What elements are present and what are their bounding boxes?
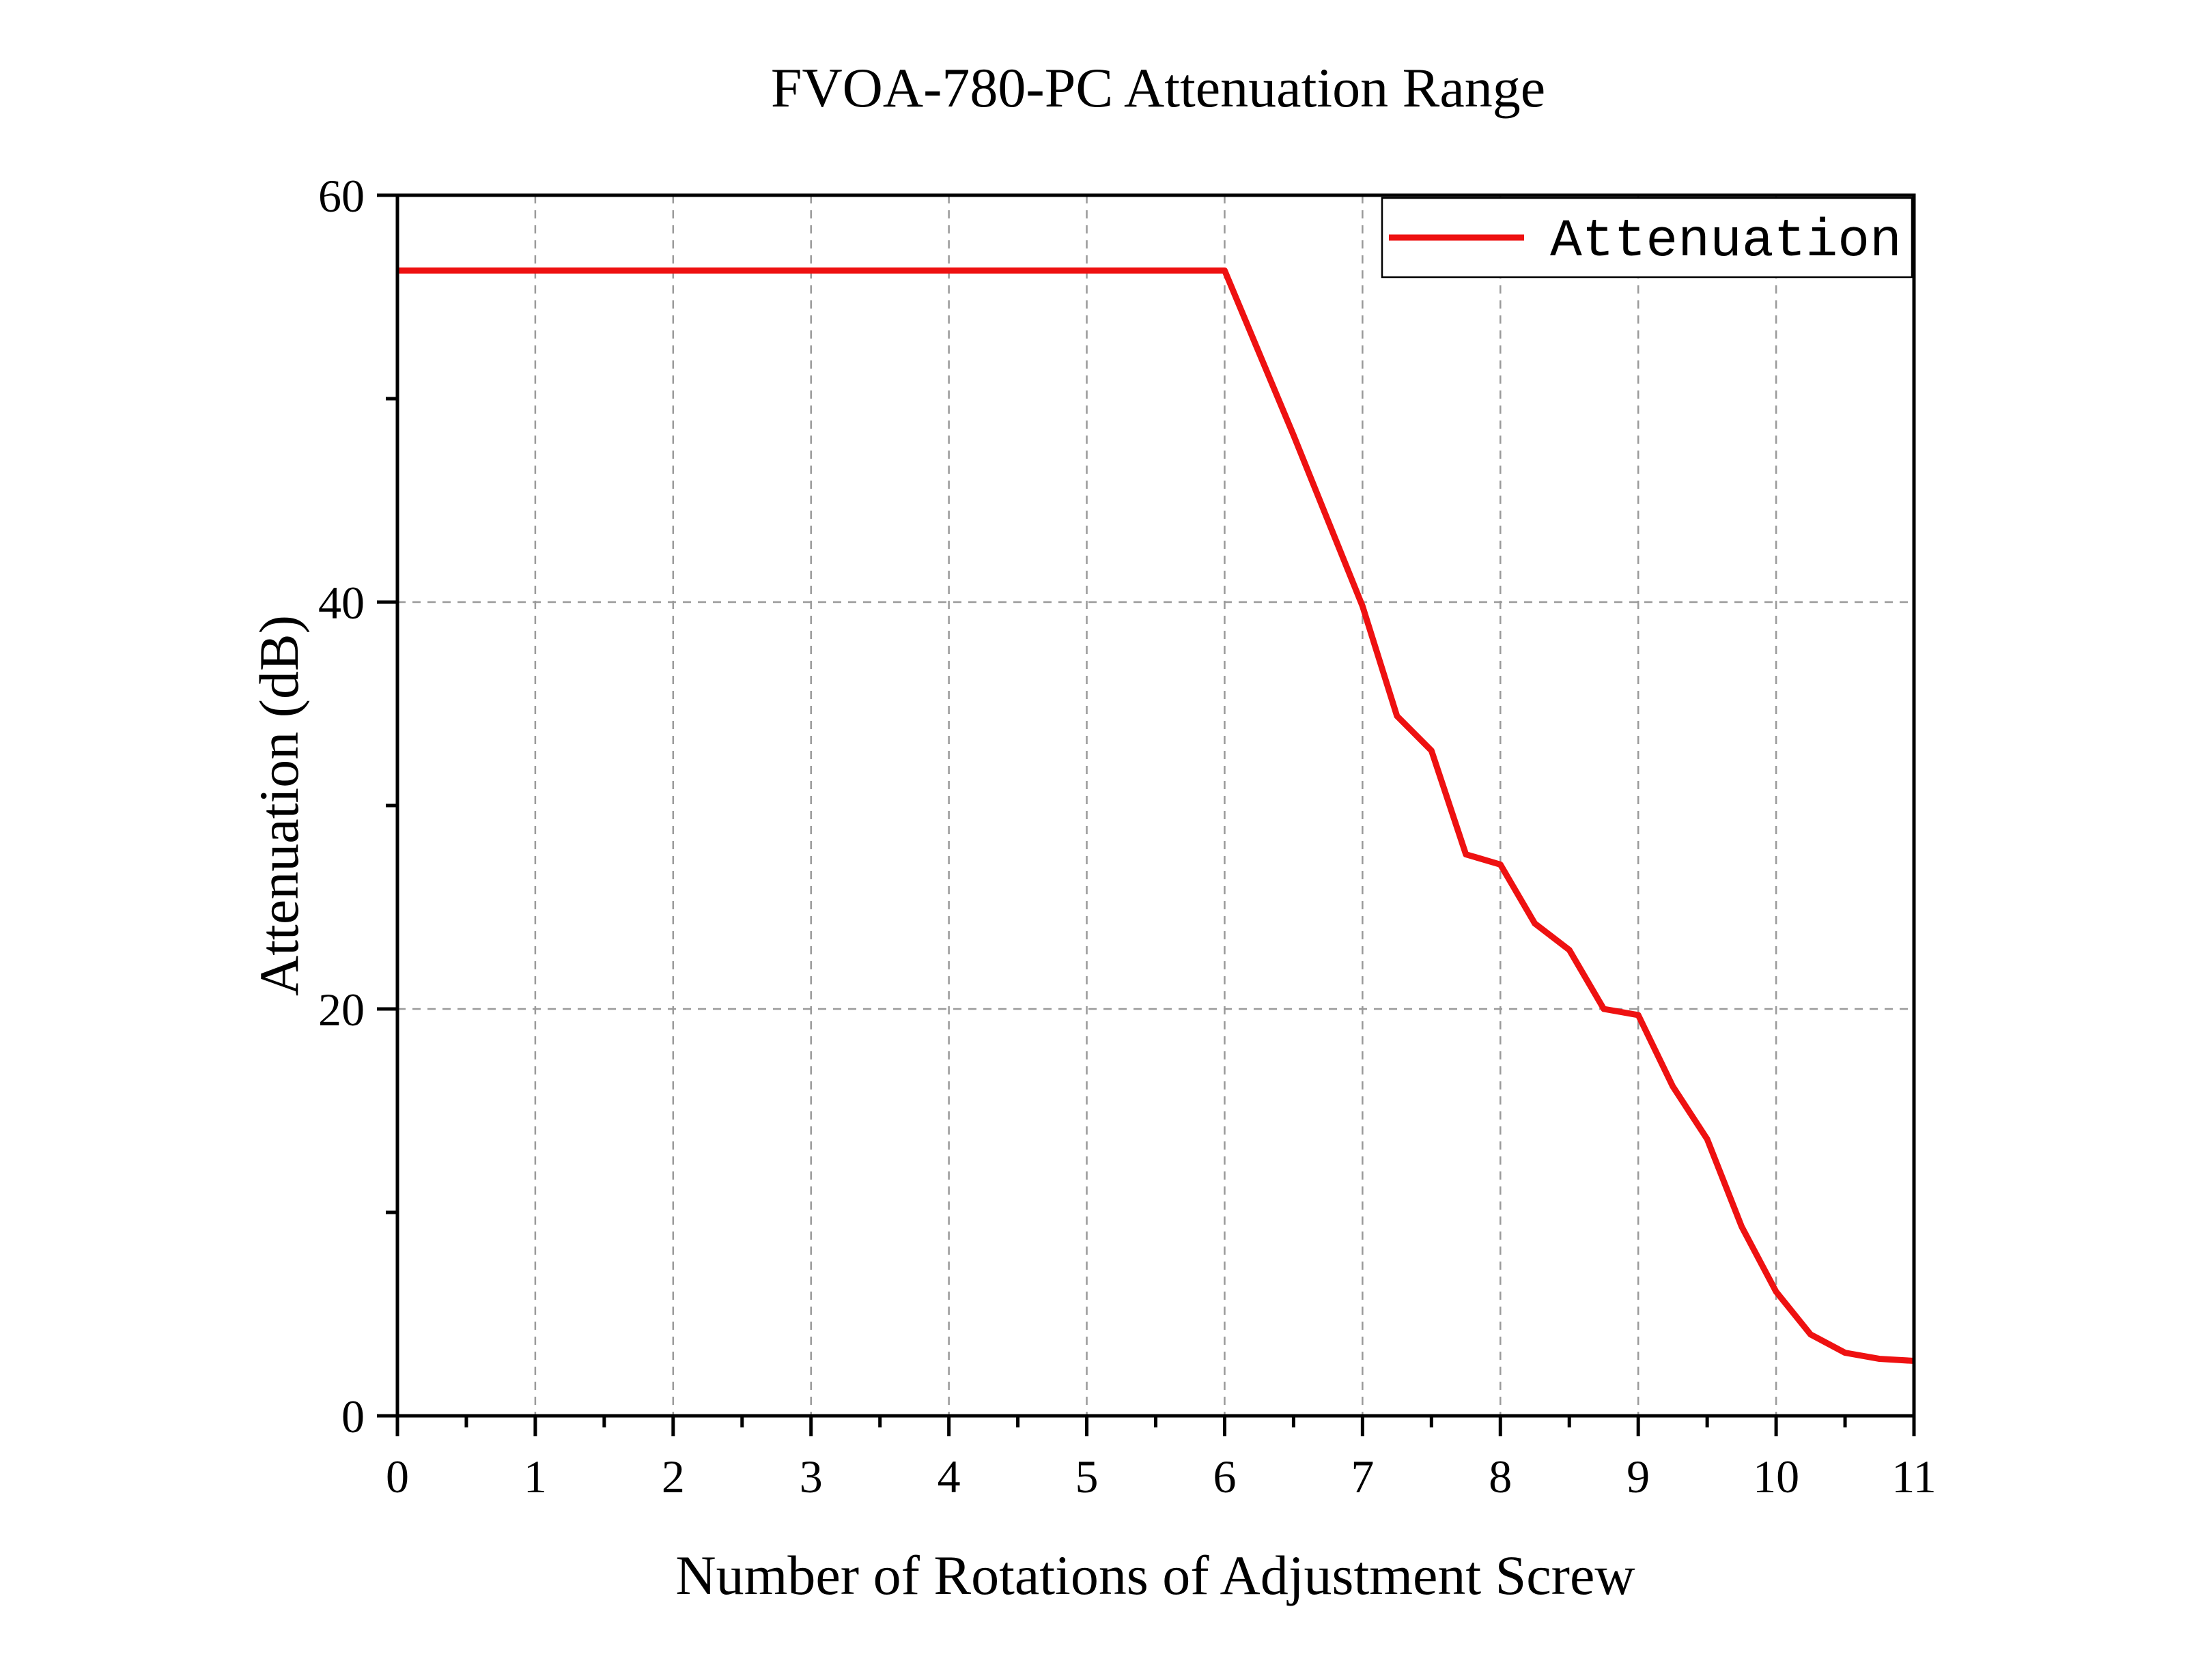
x-tick-label: 9 [1627, 1451, 1650, 1503]
series-layer [397, 267, 1915, 1365]
legend-label-attenuation: Attenuation [1550, 212, 1902, 272]
x-tick-label: 11 [1891, 1451, 1936, 1503]
y-tick-label: 40 [318, 577, 365, 629]
y-tick-label: 0 [341, 1391, 365, 1442]
y-tick-labels: 0 20 40 60 [318, 170, 365, 1442]
legend: Attenuation [1381, 197, 1913, 279]
x-tick-label: 0 [386, 1451, 409, 1503]
x-tick-label: 4 [938, 1451, 961, 1503]
x-tick-label: 8 [1489, 1451, 1512, 1503]
y-tick-label: 20 [318, 984, 365, 1036]
chart-title: FVOA-780-PC Attenuation Range [771, 57, 1545, 119]
x-tick-labels: 0 1 2 3 4 5 6 7 8 9 10 11 [386, 1451, 1937, 1503]
axis-ticks [377, 193, 1916, 1436]
x-tick-label: 10 [1753, 1451, 1799, 1503]
x-tick-label: 5 [1075, 1451, 1099, 1503]
x-tick-label: 7 [1351, 1451, 1374, 1503]
x-tick-label: 2 [662, 1451, 685, 1503]
plot-frame [395, 193, 1916, 1418]
legend-box [1381, 197, 1913, 279]
y-axis-label: Attenuation (dB) [248, 615, 310, 996]
series-line-attenuation [397, 267, 1915, 1365]
x-tick-label: 3 [800, 1451, 823, 1503]
x-tick-label: 1 [524, 1451, 547, 1503]
x-tick-label: 6 [1213, 1451, 1236, 1503]
y-tick-label: 60 [318, 170, 365, 222]
grid-lines [397, 195, 1914, 1416]
x-axis-label: Number of Rotations of Adjustment Screw [675, 1544, 1635, 1606]
